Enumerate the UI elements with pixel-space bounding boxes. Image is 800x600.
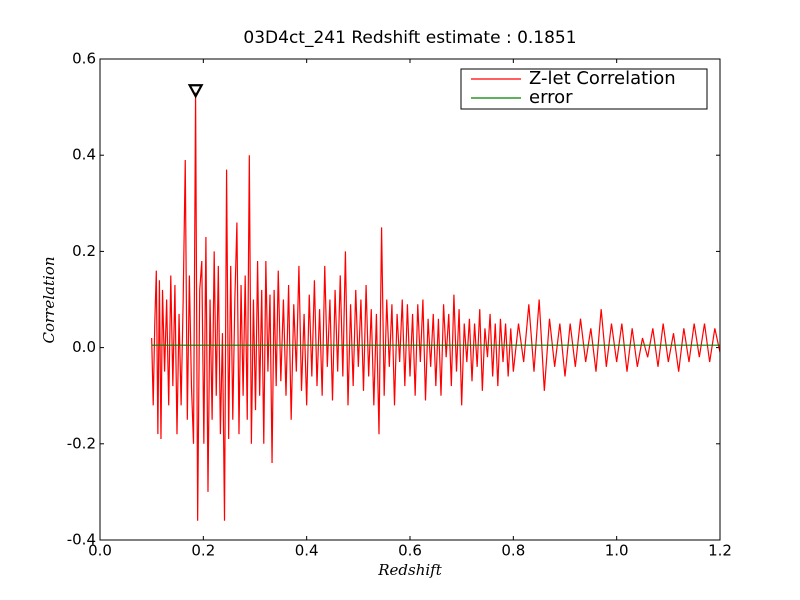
legend-label: Z-let Correlation <box>529 68 676 89</box>
x-tick-label: 1.2 <box>708 542 732 560</box>
legend-box <box>460 68 708 110</box>
plot-frame <box>99 58 721 541</box>
y-tick-label: 0.0 <box>72 338 96 356</box>
x-tick-label: 0.6 <box>398 542 422 560</box>
legend-label: error <box>529 87 573 108</box>
y-tick-label: -0.2 <box>67 434 96 452</box>
x-tick-label: 0.2 <box>191 542 215 560</box>
x-axis-label: Redshift <box>377 561 442 579</box>
y-tick-label: 0.6 <box>72 50 96 68</box>
chart-title: 03D4ct_241 Redshift estimate : 0.1851 <box>243 28 576 48</box>
series-line <box>151 92 721 521</box>
x-tick-label: 0.4 <box>295 542 319 560</box>
y-tick-label: 0.4 <box>72 146 96 164</box>
peak-marker <box>187 84 204 99</box>
y-tick-label: -0.4 <box>67 531 96 549</box>
x-tick-label: 1.0 <box>605 542 629 560</box>
x-tick-label: 0.8 <box>501 542 525 560</box>
y-axis-label: Correlation <box>40 257 58 344</box>
y-tick-label: 0.2 <box>72 242 96 260</box>
x-tick-label: 0.0 <box>88 542 112 560</box>
